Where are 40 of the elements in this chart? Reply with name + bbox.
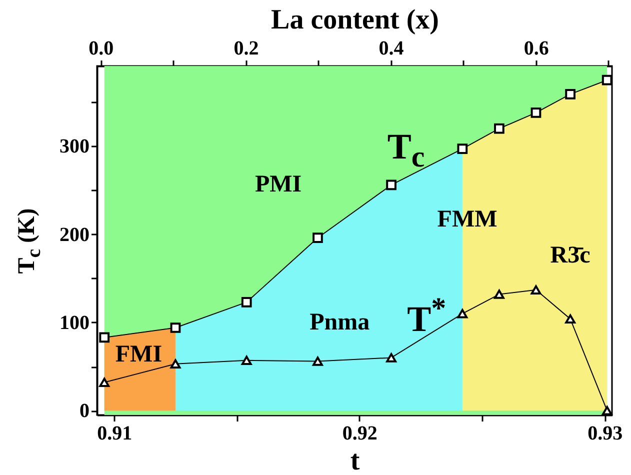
y-tick-label: 0 [80, 400, 90, 422]
text: 0.0 [88, 38, 114, 60]
x-tick-label: 0.91 [97, 422, 132, 444]
annotation: Pnma [310, 309, 370, 336]
point [386, 353, 396, 362]
y-tick-label: 300 [60, 136, 90, 158]
point [386, 180, 396, 190]
annotation: FMI [115, 341, 162, 368]
x-axis-title: t [350, 446, 360, 475]
point [170, 359, 181, 369]
point [602, 74, 612, 86]
x-tick-label: 0.92 [342, 422, 378, 444]
point [99, 332, 110, 343]
point [530, 285, 542, 294]
point [241, 356, 252, 365]
annotation: T$^{*}$ [407, 292, 446, 340]
point [565, 314, 576, 324]
x2-tick-label: 0.2 [234, 38, 259, 60]
y-tick-label: 200 [60, 224, 90, 246]
point [312, 356, 323, 366]
point [457, 144, 468, 154]
annotation: T$_{c}$ [387, 125, 425, 174]
x2-axis-title: La content (x) [271, 4, 439, 36]
point [494, 290, 504, 299]
x2-tick-label: 0.6 [524, 38, 549, 60]
annotation: FMM [437, 206, 498, 234]
y-tick-label: 100 [60, 312, 90, 334]
point [99, 378, 110, 388]
point [530, 108, 542, 118]
point [602, 406, 612, 416]
point [170, 322, 181, 333]
point [312, 232, 323, 244]
point [457, 309, 468, 318]
point [494, 123, 504, 134]
x2-tick-label: 0.4 [378, 38, 404, 60]
annotation: R3̄c [550, 242, 590, 269]
x-tick-label: 0.93 [588, 422, 623, 444]
point [241, 297, 252, 308]
annotation: PMI [254, 172, 302, 198]
point [565, 89, 576, 100]
